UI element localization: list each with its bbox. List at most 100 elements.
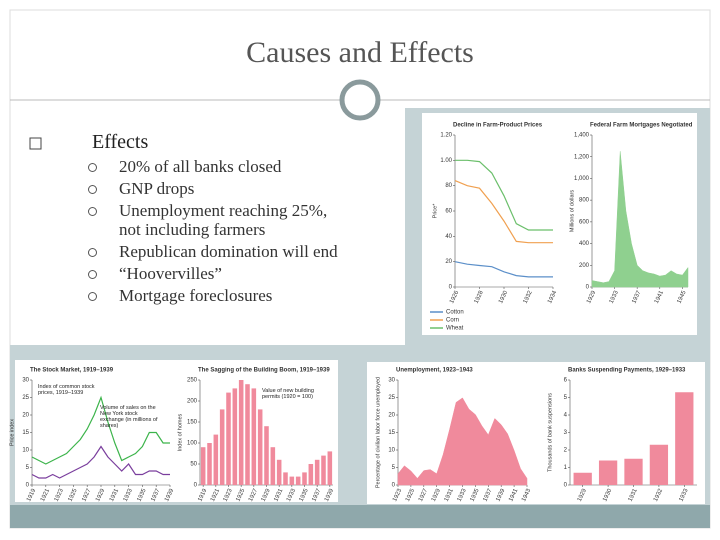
bar [276, 459, 282, 485]
y-tick-label: 15 [22, 430, 29, 436]
x-tick-label: 1937 [631, 289, 642, 304]
line [454, 261, 553, 278]
x-tick-label: 1923 [54, 487, 65, 502]
y-tick-label: 1,000 [574, 176, 590, 182]
y-tick-label: 1 [564, 465, 568, 471]
bar [264, 426, 269, 485]
y-tick-label: 0 [586, 285, 590, 291]
x-tick-label: 1931 [444, 487, 455, 502]
bar [270, 447, 276, 485]
y-axis-label: Thousands of bank suspensions [547, 393, 553, 472]
bar [226, 392, 231, 485]
bar [219, 409, 225, 485]
figure-panel [422, 113, 697, 335]
x-tick-label: 1933 [123, 487, 134, 502]
x-tick-label: 1925 [405, 487, 416, 502]
y-tick-label: 200 [187, 399, 198, 405]
y-tick-label: 60 [445, 209, 452, 215]
bullet-item: Unemployment reaching 25%, not including… [88, 201, 338, 239]
x-tick-label: 1939 [164, 487, 175, 502]
bar [289, 476, 295, 485]
figure-title: Decline in Farm-Product Prices [453, 123, 543, 129]
bullet-item: Mortgage foreclosures [88, 286, 338, 305]
bar [327, 451, 333, 485]
y-tick-label: 2 [564, 448, 568, 454]
x-tick-label: 1937 [482, 487, 493, 502]
bar [257, 409, 263, 485]
y-tick-label: 30 [388, 378, 395, 384]
line [454, 180, 553, 244]
y-tick-label: 25 [22, 395, 29, 401]
x-tick-label: 1925 [235, 487, 246, 502]
x-tick-label: 1931 [628, 487, 639, 502]
y-tick-label: 25 [388, 395, 395, 401]
x-tick-label: 1925 [68, 487, 79, 502]
y-tick-label: 50 [190, 462, 197, 468]
x-tick-label: 1919 [26, 487, 37, 502]
x-tick-label: 1934 [547, 289, 558, 304]
y-axis-label: Price* [432, 203, 438, 219]
x-tick-label: 1932 [523, 289, 534, 304]
annotation: Index of common stock prices, 1919–1939 [38, 384, 95, 396]
x-tick-label: 1937 [311, 487, 322, 502]
y-axis-label: Price index [9, 419, 15, 446]
y-tick-label: 6 [564, 378, 568, 384]
y-tick-label: 15 [388, 430, 395, 436]
x-tick-label: 1930 [602, 487, 613, 502]
x-tick-label: 1926 [449, 289, 460, 304]
x-tick-label: 1933 [457, 487, 468, 502]
x-tick-label: 1937 [150, 487, 161, 502]
bullet-heading: Effects [92, 131, 149, 153]
x-tick-label: 1923 [223, 487, 234, 502]
x-tick-label: 1941 [654, 289, 665, 304]
bar [314, 459, 320, 485]
bullet-item: GNP drops [88, 179, 338, 198]
y-axis-label: Percentage of civilian labor force unemp… [375, 377, 381, 488]
y-tick-label: 1.20 [440, 133, 452, 139]
y-tick-label: 0 [26, 483, 30, 489]
bar [649, 444, 669, 485]
divider-knob [339, 79, 381, 121]
y-tick-label: 800 [579, 198, 590, 204]
x-tick-label: 1943 [521, 487, 532, 502]
bar [232, 388, 238, 485]
figure-title: Unemployment, 1923–1943 [396, 368, 473, 374]
legend-label: Corn [446, 318, 459, 324]
y-tick-label: 600 [579, 219, 590, 225]
x-tick-label: 1929 [431, 487, 442, 502]
bar [245, 384, 250, 485]
x-tick-label: 1933 [286, 487, 297, 502]
x-tick-label: 1929 [95, 487, 106, 502]
figure-title: Federal Farm Mortgages Negotiated [590, 123, 693, 129]
y-tick-label: 5 [564, 395, 568, 401]
x-tick-label: 1929 [586, 289, 597, 304]
line [455, 159, 553, 231]
bar [238, 380, 244, 485]
x-tick-label: 1928 [474, 289, 485, 304]
bar [251, 388, 257, 485]
line [31, 445, 170, 479]
y-tick-label: 5 [26, 465, 30, 471]
figure-title: The Stock Market, 1919–1939 [30, 368, 114, 374]
x-tick-label: 1929 [261, 487, 272, 502]
bar [624, 458, 643, 485]
x-tick-label: 1945 [677, 289, 688, 304]
x-tick-label: 1933 [678, 487, 689, 502]
x-tick-label: 1930 [498, 289, 509, 304]
y-tick-label: 10 [22, 448, 29, 454]
x-tick-label: 1939 [324, 487, 335, 502]
x-tick-label: 1935 [137, 487, 148, 502]
y-tick-label: 0 [392, 483, 396, 489]
x-tick-label: 1931 [273, 487, 284, 502]
footer-band [10, 505, 710, 528]
x-tick-label: 1921 [40, 487, 51, 502]
bar [213, 434, 219, 485]
bar [598, 460, 618, 485]
bullet-item: 20% of all banks closed [88, 157, 338, 176]
y-axis-label: Millions of dollars [569, 190, 575, 232]
y-tick-label: 20 [388, 413, 395, 419]
area [397, 397, 528, 486]
x-tick-label: 1931 [109, 487, 120, 502]
